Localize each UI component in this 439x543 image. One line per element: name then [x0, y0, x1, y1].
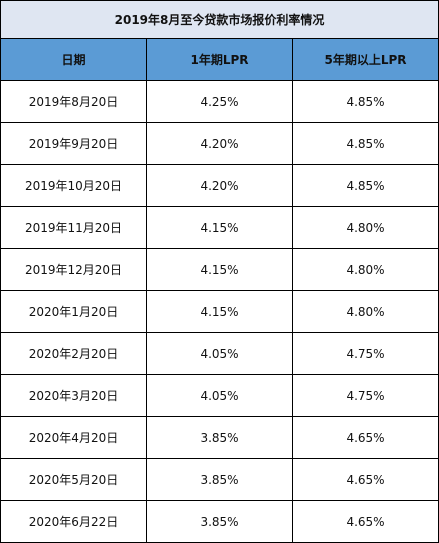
lpr-5y-cell: 4.80%	[346, 262, 385, 277]
header-5y-lpr: 5年期以上LPR	[324, 53, 407, 67]
date-cell: 2019年9月20日	[1, 123, 147, 164]
date-cell: 2020年4月20日	[1, 417, 147, 458]
header-date: 日期	[1, 39, 147, 80]
date-cell: 2019年11月20日	[1, 207, 147, 248]
date-cell: 2020年6月22日	[1, 501, 147, 542]
date-cell: 2020年1月20日	[1, 291, 147, 332]
date-cell: 2019年10月20日	[1, 165, 147, 206]
lpr-5y-cell: 4.80%	[346, 220, 385, 235]
date-cell: 2020年3月20日	[1, 375, 147, 416]
lpr-1y-cell: 4.05%	[147, 333, 293, 374]
date-cell: 2020年2月20日	[1, 333, 147, 374]
date-cell: 2019年8月20日	[1, 81, 147, 122]
lpr-1y-cell: 4.20%	[147, 165, 293, 206]
table-row: 2020年1月20日 4.15% 4.80%	[1, 291, 438, 333]
lpr-1y-cell: 4.15%	[147, 207, 293, 248]
table-row: 2019年11月20日 4.15% 4.80%	[1, 207, 438, 249]
lpr-5y-cell: 4.85%	[346, 94, 385, 109]
table-row: 2020年2月20日 4.05% 4.75%	[1, 333, 438, 375]
lpr-5y-cell: 4.65%	[346, 430, 385, 445]
table-row: 2020年3月20日 4.05% 4.75%	[1, 375, 438, 417]
lpr-1y-cell: 3.85%	[147, 501, 293, 542]
date-cell: 2020年5月20日	[1, 459, 147, 500]
table-row: 2019年12月20日 4.15% 4.80%	[1, 249, 438, 291]
lpr-1y-cell: 4.15%	[147, 249, 293, 290]
lpr-5y-cell: 4.85%	[346, 136, 385, 151]
lpr-5y-cell: 4.80%	[346, 304, 385, 319]
lpr-5y-cell: 4.75%	[346, 388, 385, 403]
lpr-1y-cell: 4.20%	[147, 123, 293, 164]
table-row: 2020年5月20日 3.85% 4.65%	[1, 459, 438, 501]
table-row: 2020年6月22日 3.85% 4.65%	[1, 501, 438, 542]
lpr-1y-cell: 4.05%	[147, 375, 293, 416]
table-header-row: 日期 1年期LPR 5年期以上LPR	[1, 39, 438, 81]
lpr-5y-cell: 4.75%	[346, 346, 385, 361]
table-row: 2020年4月20日 3.85% 4.65%	[1, 417, 438, 459]
lpr-1y-cell: 4.25%	[147, 81, 293, 122]
lpr-5y-cell: 4.65%	[346, 472, 385, 487]
lpr-1y-cell: 3.85%	[147, 459, 293, 500]
lpr-5y-cell: 4.85%	[346, 178, 385, 193]
table-row: 2019年10月20日 4.20% 4.85%	[1, 165, 438, 207]
lpr-5y-cell: 4.65%	[346, 514, 385, 529]
date-cell: 2019年12月20日	[1, 249, 147, 290]
table-row: 2019年8月20日 4.25% 4.85%	[1, 81, 438, 123]
table-title: 2019年8月至今贷款市场报价利率情况	[1, 1, 438, 39]
header-1y-lpr: 1年期LPR	[147, 39, 293, 80]
lpr-1y-cell: 3.85%	[147, 417, 293, 458]
lpr-1y-cell: 4.15%	[147, 291, 293, 332]
table-row: 2019年9月20日 4.20% 4.85%	[1, 123, 438, 165]
